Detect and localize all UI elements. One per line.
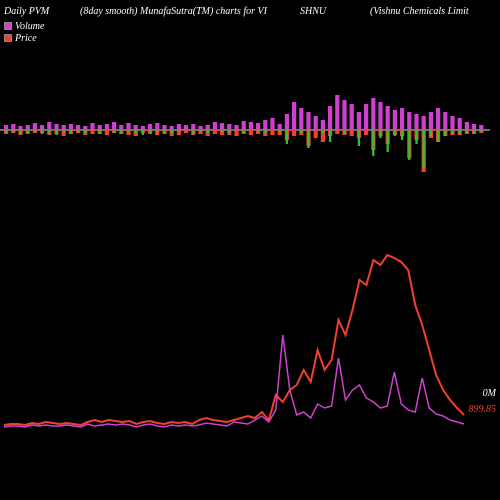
top-chart [0, 70, 490, 190]
title-left: Daily PVM [4, 6, 49, 17]
end-label-volume: 0M [483, 388, 496, 399]
lower-chart [0, 230, 490, 460]
legend-price-swatch [4, 34, 12, 42]
end-label-price: 899.85 [469, 404, 497, 415]
legend-volume-swatch [4, 22, 12, 30]
title-mid1: (8day smooth) MunafaSutra(TM) charts for… [80, 6, 267, 17]
legend-price: Price [4, 32, 44, 44]
legend: Volume Price [4, 20, 44, 44]
legend-volume-label: Volume [15, 21, 44, 32]
legend-price-label: Price [15, 33, 37, 44]
title-mid2: SHNU [300, 6, 326, 17]
legend-volume: Volume [4, 20, 44, 32]
title-right: (Vishnu Chemicals Limit [370, 6, 469, 17]
